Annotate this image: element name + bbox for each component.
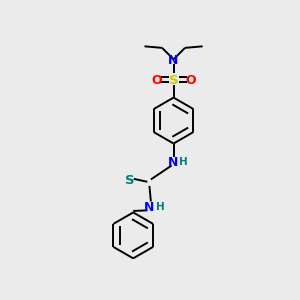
Text: H: H bbox=[179, 157, 188, 167]
Text: N: N bbox=[168, 54, 179, 67]
Text: O: O bbox=[151, 74, 162, 87]
Text: H: H bbox=[156, 202, 165, 212]
Text: N: N bbox=[144, 201, 154, 214]
Text: N: N bbox=[167, 156, 178, 169]
Text: S: S bbox=[124, 174, 134, 187]
Text: O: O bbox=[185, 74, 196, 87]
Text: S: S bbox=[169, 74, 178, 87]
